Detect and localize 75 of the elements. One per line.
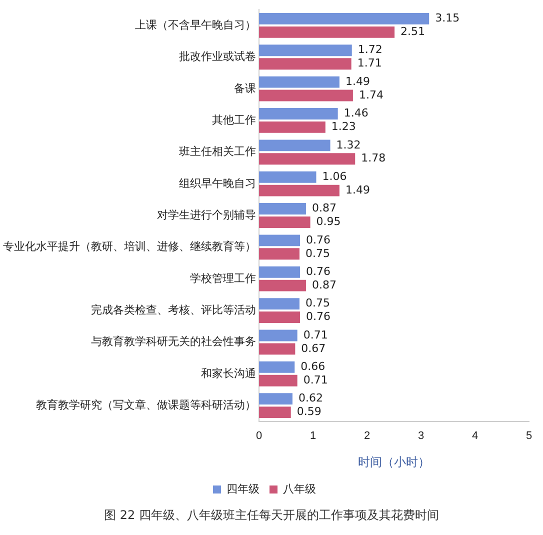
data-label: 0.71: [303, 328, 328, 342]
data-label: 0.95: [316, 215, 341, 228]
data-label: 3.15: [435, 12, 460, 25]
bar: [259, 374, 298, 386]
bar: [259, 140, 330, 152]
y-tick-label: 教育教学研究（写文章、做课题等科研活动）: [36, 398, 256, 412]
data-label: 0.76: [306, 264, 331, 278]
data-label: 0.75: [306, 296, 330, 310]
x-tick-label: 1: [310, 430, 316, 442]
data-label: 1.32: [336, 138, 361, 152]
data-label: 0.75: [306, 246, 330, 260]
y-tick-label: 学校管理工作: [190, 272, 256, 285]
x-tick-label: 4: [472, 430, 478, 442]
bar: [259, 393, 292, 405]
x-tick-label: 5: [526, 430, 532, 442]
bar: [259, 58, 352, 70]
data-label: 1.06: [322, 170, 347, 183]
x-tick-label: 3: [418, 430, 424, 442]
bar: [259, 184, 340, 196]
y-tick-label: 组织早午晚自习: [179, 178, 256, 190]
data-label: 1.71: [357, 56, 382, 70]
bar: [259, 76, 340, 88]
y-tick-label: 对学生进行个别辅导: [157, 208, 256, 222]
bar: [259, 153, 356, 165]
data-label: 1.78: [361, 152, 386, 165]
data-label: 0.76: [306, 233, 331, 246]
data-label: 1.23: [331, 120, 356, 134]
bar: [259, 298, 300, 310]
y-tick-label: 其他工作: [212, 114, 256, 126]
bar: [259, 343, 296, 355]
bar: [259, 248, 300, 260]
bar: [259, 44, 352, 56]
data-label: 1.49: [345, 183, 370, 196]
data-label: 1.72: [358, 43, 382, 56]
y-tick-label: 班主任相关工作: [179, 145, 256, 158]
x-tick-label: 0: [256, 430, 262, 442]
bar: [259, 216, 310, 228]
data-label: 0.71: [303, 373, 328, 386]
y-tick-label: 批改作业或试卷: [179, 50, 256, 64]
data-label: 0.87: [312, 278, 336, 292]
bar: [259, 330, 298, 342]
bar: [259, 280, 306, 292]
bar: [259, 90, 353, 102]
bar: [259, 121, 326, 133]
bar: [259, 312, 300, 323]
bar: [259, 234, 300, 246]
y-tick-label: 备课: [234, 82, 256, 95]
data-label: 1.46: [344, 106, 368, 120]
x-axis-title: 时间（小时）: [358, 455, 430, 470]
legend-label: 四年级: [226, 484, 260, 496]
data-label: 1.49: [345, 74, 370, 88]
data-label: 2.51: [400, 25, 426, 38]
data-label: 0.76: [306, 310, 331, 324]
y-tick-label: 专业化水平提升（教研、培训、进修、继续教育等）: [3, 240, 256, 254]
data-label: 0.59: [296, 405, 322, 418]
y-tick-label: 完成各类检查、考核、评比等活动: [91, 304, 256, 317]
bar: [259, 406, 291, 418]
y-tick-label: 上课（不含早午晚自习）: [135, 18, 256, 32]
bar: [259, 266, 300, 278]
data-label: 0.67: [301, 342, 326, 355]
legend-label: 八年级: [283, 484, 316, 496]
bar: [259, 26, 395, 38]
bar: [259, 203, 306, 214]
bar: [259, 12, 430, 24]
x-tick-label: 2: [364, 430, 370, 442]
y-tick-label: 与教育教学科研无关的社会性事务: [91, 335, 256, 348]
data-label: 0.62: [298, 392, 323, 405]
bar: [259, 361, 295, 373]
bar: [259, 171, 316, 183]
data-label: 0.87: [312, 202, 336, 215]
y-tick-label: 和家长沟通: [201, 366, 256, 380]
data-label: 0.66: [300, 360, 326, 374]
text: 图 22 四年级、八年级班主任每天开展的工作事项及其花费时间: [103, 507, 440, 524]
data-label: 1.74: [358, 88, 384, 102]
bar: [259, 108, 338, 120]
